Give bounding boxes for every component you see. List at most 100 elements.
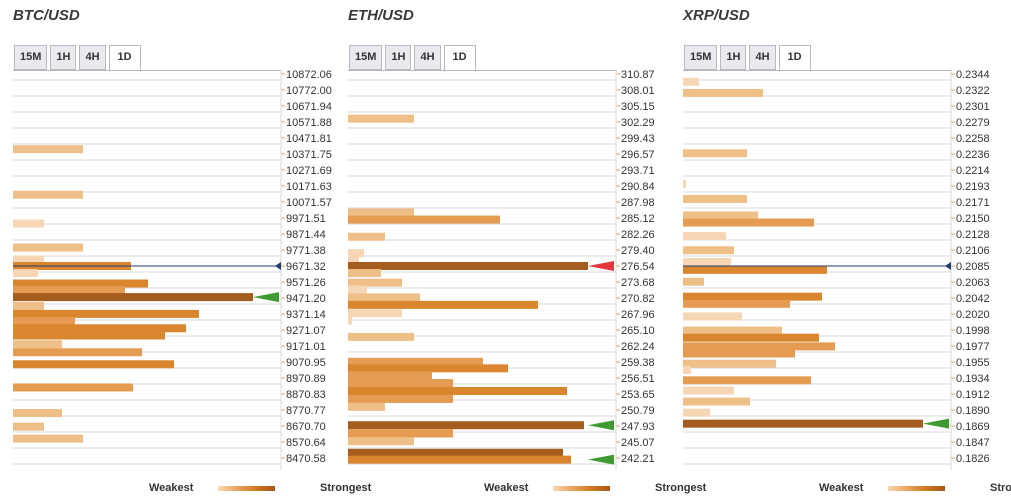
axis-tick-label: 299.43 — [621, 133, 655, 145]
tab-4h[interactable]: 4H — [79, 45, 106, 70]
confluence-bar — [683, 397, 750, 406]
axis-tick-label: 256.51 — [621, 373, 655, 385]
axis-tick-label: 8570.64 — [286, 437, 326, 449]
axis-tick-label: 250.79 — [621, 405, 655, 417]
axis-tick-label: 10772.00 — [286, 85, 332, 97]
axis-tick-label: 9171.01 — [286, 341, 326, 353]
confluence-bar — [348, 262, 588, 270]
price-arrow-marker — [588, 420, 614, 431]
axis-tick-label: 0.2344 — [956, 69, 990, 81]
confluence-bar — [683, 149, 747, 158]
confluence-bar — [348, 114, 414, 123]
confluence-bar — [348, 455, 571, 464]
axis-tick-label: 310.87 — [621, 69, 655, 81]
axis-tick-label: 282.26 — [621, 229, 655, 241]
axis-tick-label: 247.93 — [621, 421, 655, 433]
axis-tick-label: 9771.38 — [286, 245, 326, 257]
confluence-bar — [348, 249, 364, 258]
axis-tick-label: 253.65 — [621, 389, 655, 401]
tab-15m[interactable]: 15M — [349, 45, 383, 70]
confluence-bar — [13, 301, 44, 310]
axis-tick-label: 0.1934 — [956, 373, 990, 385]
confluence-bar — [13, 255, 44, 264]
legend-strongest: Strongest — [320, 482, 372, 494]
confluence-bar — [683, 257, 731, 266]
confluence-chart: 10872.06 10772.00 10671.94 10571.88 10471.81… — [13, 69, 332, 470]
axis-tick-label: 0.2214 — [956, 165, 990, 177]
confluence-bar — [348, 257, 359, 266]
confluence-bar — [348, 293, 420, 302]
axis-tick-label: 10171.63 — [286, 181, 332, 193]
confluence-bar — [348, 300, 538, 309]
axis-tick-label: 273.68 — [621, 277, 655, 289]
axis-tick-label: 287.98 — [621, 197, 655, 209]
confluence-bar — [683, 333, 819, 342]
tab-4h[interactable]: 4H — [414, 45, 441, 70]
legend-weakest: Weakest — [149, 482, 194, 494]
confluence-bar — [348, 309, 402, 318]
confluence-bar — [683, 349, 795, 358]
axis-tick-label: 8970.89 — [286, 373, 326, 385]
axis-tick-label: 296.57 — [621, 149, 655, 161]
axis-tick-label: 10872.06 — [286, 69, 332, 81]
tab-underline — [348, 70, 617, 71]
confluence-bar — [683, 326, 782, 335]
axis-tick-label: 0.1912 — [956, 389, 990, 401]
tab-4h[interactable]: 4H — [749, 45, 776, 70]
tab-1d[interactable]: 1D — [108, 45, 141, 72]
confluence-bar — [683, 88, 763, 97]
legend-weakest: Weakest — [819, 482, 864, 494]
confluence-bar — [348, 371, 432, 380]
confluence-bar — [13, 434, 83, 443]
axis-tick-label: 9271.07 — [286, 325, 326, 337]
axis-tick-label: 305.15 — [621, 101, 655, 113]
legend-weakest: Weakest — [484, 482, 529, 494]
confluence-bar — [13, 285, 125, 294]
timeframe-tabs: 15M 1H 4H 1D — [14, 45, 144, 72]
axis-tick-label: 0.2085 — [956, 261, 990, 273]
axis-tick-label: 10571.88 — [286, 117, 332, 129]
axis-tick-label: 279.40 — [621, 245, 655, 257]
axis-tick-label: 0.1955 — [956, 357, 990, 369]
tab-1h[interactable]: 1H — [720, 45, 747, 70]
current-price-marker — [945, 262, 951, 270]
price-arrow-marker — [923, 418, 949, 429]
legend-gradient — [888, 486, 945, 491]
confluence-bar — [683, 277, 704, 286]
tab-1d[interactable]: 1D — [778, 45, 811, 72]
confluence-bar — [683, 419, 923, 428]
tab-15m[interactable]: 15M — [14, 45, 48, 70]
axis-tick-label: 10471.81 — [286, 133, 332, 145]
axis-tick-label: 0.1998 — [956, 325, 990, 337]
panel-title: BTC/USD — [13, 7, 80, 24]
axis-tick-label: 293.71 — [621, 165, 655, 177]
confluence-bar — [348, 421, 584, 430]
timeframe-tabs: 15M 1H 4H 1D — [684, 45, 814, 72]
tab-1h[interactable]: 1H — [385, 45, 412, 70]
confluence-bar — [348, 386, 567, 395]
tab-1d[interactable]: 1D — [443, 45, 476, 72]
confluence-bar — [683, 218, 814, 227]
axis-tick-label: 0.1977 — [956, 341, 990, 353]
axis-tick-label: 290.84 — [621, 181, 655, 193]
confluence-bar — [683, 386, 734, 395]
confluence-chart: 0.2344 0.2322 0.2301 0.2279 0.2258 0.2236 0.22… — [683, 69, 990, 470]
legend-gradient — [553, 486, 610, 491]
confluence-bar — [13, 293, 253, 302]
axis-tick-label: 9971.51 — [286, 213, 326, 225]
price-arrow-marker — [588, 454, 614, 465]
confluence-bar — [13, 340, 62, 349]
axis-tick-label: 10671.94 — [286, 101, 332, 113]
confluence-bar — [348, 232, 385, 241]
tab-1h[interactable]: 1H — [50, 45, 77, 70]
axis-tick-label: 0.2236 — [956, 149, 990, 161]
tab-15m[interactable]: 15M — [684, 45, 718, 70]
axis-tick-label: 10371.75 — [286, 149, 332, 161]
confluence-bar — [683, 408, 710, 417]
confluence-bar — [348, 316, 352, 325]
confluence-bar — [348, 278, 402, 287]
axis-tick-label: 0.1890 — [956, 405, 990, 417]
axis-tick-label: 0.2171 — [956, 197, 990, 209]
axis-tick-label: 276.54 — [621, 261, 655, 273]
axis-tick-label: 9070.95 — [286, 357, 326, 369]
